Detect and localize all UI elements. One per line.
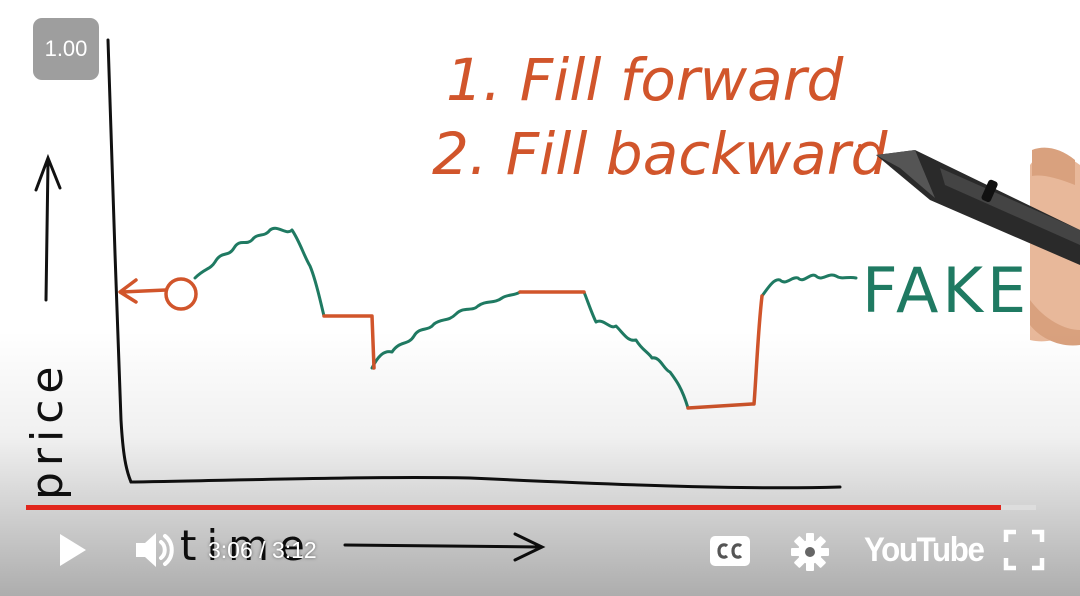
closed-captions-icon (710, 536, 750, 566)
price-segment-3 (582, 290, 690, 410)
fill-backward-circle (164, 277, 198, 311)
gear-icon (791, 533, 829, 571)
current-time: 3:06 (208, 537, 253, 563)
y-axis-label: price (22, 360, 73, 500)
playback-speed-badge: 1.00 (33, 18, 99, 80)
x-axis-arrow (343, 532, 546, 562)
price-segment-4 (760, 273, 858, 298)
fullscreen-button[interactable] (1002, 528, 1046, 572)
time-display: 3:06 / 3:12 (208, 536, 317, 564)
progress-bar[interactable] (26, 505, 1036, 510)
price-segment-2 (370, 290, 522, 370)
play-icon (60, 534, 86, 566)
fill-segment-1 (322, 314, 376, 370)
price-segment-1 (193, 226, 326, 318)
svg-text:price: price (22, 360, 73, 500)
fullscreen-icon (1003, 529, 1045, 571)
play-button[interactable] (50, 528, 94, 572)
whiteboard-line-2: 2. Fill backward (432, 120, 889, 188)
fill-backward-arrow (118, 278, 168, 304)
whiteboard-line-1: 1. Fill forward (446, 46, 844, 114)
control-bar: 3:06 / 3:12 (0, 514, 1080, 586)
fill-segment-3 (686, 294, 764, 410)
time-separator: / (252, 537, 272, 563)
settings-button[interactable] (788, 530, 832, 574)
duration: 3:12 (271, 537, 317, 563)
captions-button[interactable] (708, 534, 752, 568)
played-bar (26, 505, 1001, 510)
x-axis-line (129, 475, 842, 490)
ink-dot (858, 144, 862, 148)
pen-illustration (876, 147, 1080, 346)
youtube-logo[interactable]: YouTube (864, 531, 985, 569)
volume-button[interactable] (132, 526, 180, 574)
volume-icon (136, 533, 174, 567)
y-axis-arrow (34, 153, 62, 302)
x-axis-label: time (180, 521, 315, 570)
y-axis-line (106, 38, 133, 484)
